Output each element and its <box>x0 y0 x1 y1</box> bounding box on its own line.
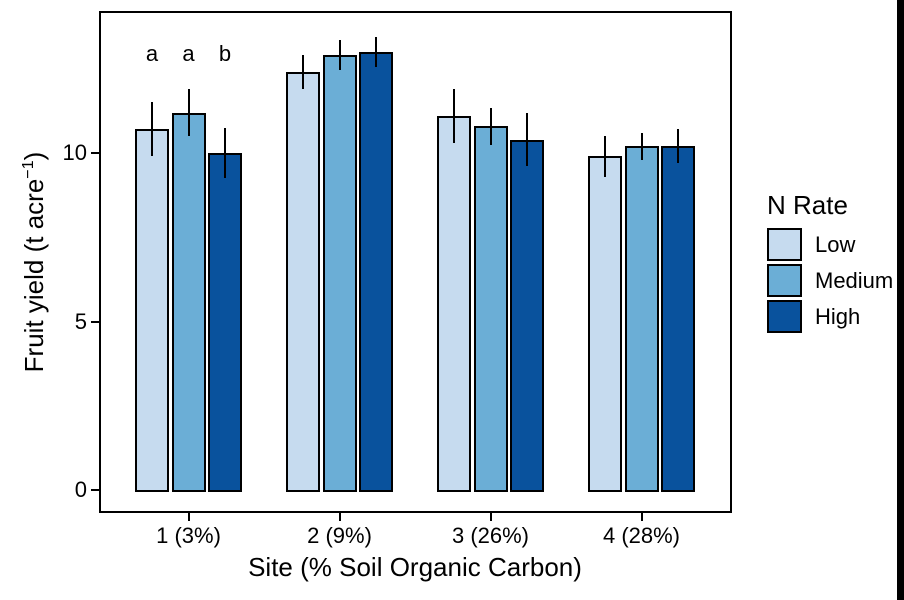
x-tick-label: 1 (3%) <box>156 523 221 548</box>
legend-label-low: Low <box>815 231 856 257</box>
y-axis-title-main: Fruit yield (t acre <box>18 178 49 373</box>
legend-label-medium: Medium <box>815 267 894 293</box>
legend-title: N Rate <box>767 190 848 220</box>
error-bar-medium-site3 <box>489 107 492 145</box>
x-tick-mark <box>640 513 643 521</box>
y-tick-label: 0 <box>74 477 87 502</box>
x-tick-label: 2 (9%) <box>307 523 372 548</box>
bar-high-site3 <box>510 139 544 492</box>
bar-high-site1 <box>208 153 242 492</box>
x-tick-mark <box>187 513 190 521</box>
legend-swatch-medium <box>767 264 802 297</box>
significance-letter: a <box>145 41 159 66</box>
bar-medium-site1 <box>171 112 206 492</box>
error-bar-medium-site4 <box>640 132 643 160</box>
legend: N Rate Low Medium High <box>767 190 897 336</box>
error-bar-low-site4 <box>604 136 606 177</box>
bar-medium-site4 <box>624 146 659 492</box>
x-tick-label: 3 (26%) <box>451 523 530 548</box>
x-axis-title: Site (% Soil Organic Carbon) <box>248 552 582 582</box>
error-bar-low-site3 <box>453 88 455 143</box>
bar-low-site4 <box>588 156 622 492</box>
y-axis-title-close: ) <box>18 151 49 161</box>
error-bar-low-site1 <box>151 102 153 157</box>
error-bar-high-site2 <box>375 36 377 68</box>
significance-letter: a <box>182 41 195 66</box>
error-bar-high-site3 <box>526 112 528 167</box>
legend-item-high: High <box>767 300 897 333</box>
error-bar-medium-site2 <box>338 40 341 71</box>
y-axis-title-superscript: −1 <box>19 160 38 179</box>
error-bar-high-site1 <box>224 127 226 179</box>
legend-label-high: High <box>815 303 861 329</box>
error-bar-medium-site1 <box>187 88 190 137</box>
legend-item-medium: Medium <box>767 264 897 297</box>
x-tick-mark <box>338 513 341 521</box>
bar-high-site4 <box>661 146 695 492</box>
significance-letter: b <box>218 41 232 66</box>
window-right-edge <box>897 0 904 600</box>
y-tick-label: 5 <box>74 308 87 334</box>
bar-low-site1 <box>135 129 169 492</box>
bar-medium-site2 <box>322 55 357 492</box>
bar-low-site3 <box>437 115 471 492</box>
legend-item-low: Low <box>767 228 897 261</box>
legend-swatch-low <box>767 228 802 261</box>
legend-swatch-high <box>767 300 802 333</box>
bar-medium-site3 <box>473 126 508 492</box>
y-axis-title: Fruit yield (t acre−1) <box>13 152 49 373</box>
y-tick-label: 10 <box>62 140 87 165</box>
x-tick-label: 4 (28%) <box>602 523 681 548</box>
bar-high-site2 <box>359 51 393 492</box>
error-bar-high-site4 <box>677 129 679 164</box>
bar-low-site2 <box>286 72 320 492</box>
error-bar-low-site2 <box>302 55 304 89</box>
y-tick-mark <box>91 489 99 491</box>
x-tick-mark <box>489 513 492 521</box>
y-tick-mark <box>91 152 99 154</box>
y-tick-mark <box>91 320 99 323</box>
